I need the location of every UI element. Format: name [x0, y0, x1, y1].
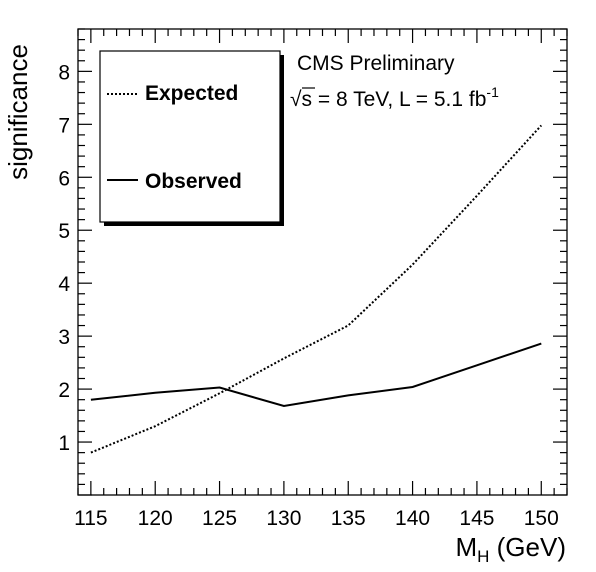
x-tick-label: 120 [138, 507, 173, 530]
x-tick-label: 135 [331, 507, 366, 530]
x-axis-title-var: M [455, 532, 477, 562]
sqrt-sign: √ [290, 88, 302, 111]
energy-rest: = 8 TeV, L = 5.1 fb [312, 88, 486, 111]
tick-labels-group: 115 120 125 130 135 140 145 150 1 2 3 4 5 6 7 8 [58, 61, 558, 530]
x-tick-label: 140 [395, 507, 430, 530]
legend-observed-label: Observed [145, 170, 242, 193]
y-axis-title: significance [3, 44, 33, 180]
energy-lumi-label: √s = 8 TeV, L = 5.1 fb-1 [290, 84, 499, 111]
x-axis-title: MH (GeV) [455, 532, 566, 566]
x-tick-label: 115 [74, 507, 107, 530]
legend-expected-label: Expected [145, 82, 238, 105]
y-tick-label: 5 [58, 220, 70, 243]
x-axis-title-sub: H [477, 547, 489, 566]
cms-preliminary-label: CMS Preliminary [297, 52, 455, 75]
y-tick-label: 6 [58, 167, 70, 190]
y-tick-label: 8 [58, 61, 70, 84]
series-group [90, 124, 543, 454]
y-tick-label: 7 [58, 114, 70, 137]
ticks-group [77, 28, 568, 496]
x-tick-label: 125 [202, 507, 237, 530]
x-axis-title-unit: (GeV) [489, 532, 566, 562]
y-tick-label: 1 [58, 432, 70, 455]
x-tick-label: 145 [459, 507, 494, 530]
series-line-expected [90, 124, 543, 454]
y-tick-label: 2 [58, 379, 70, 402]
series-line-observed [90, 342, 542, 408]
legend-box [99, 50, 281, 223]
y-tick-label: 3 [58, 326, 70, 349]
y-tick-label: 4 [58, 273, 70, 296]
x-tick-label: 130 [266, 507, 301, 530]
energy-var: s [302, 88, 313, 111]
lumi-exponent: -1 [486, 84, 499, 100]
x-tick-label: 150 [524, 507, 559, 530]
